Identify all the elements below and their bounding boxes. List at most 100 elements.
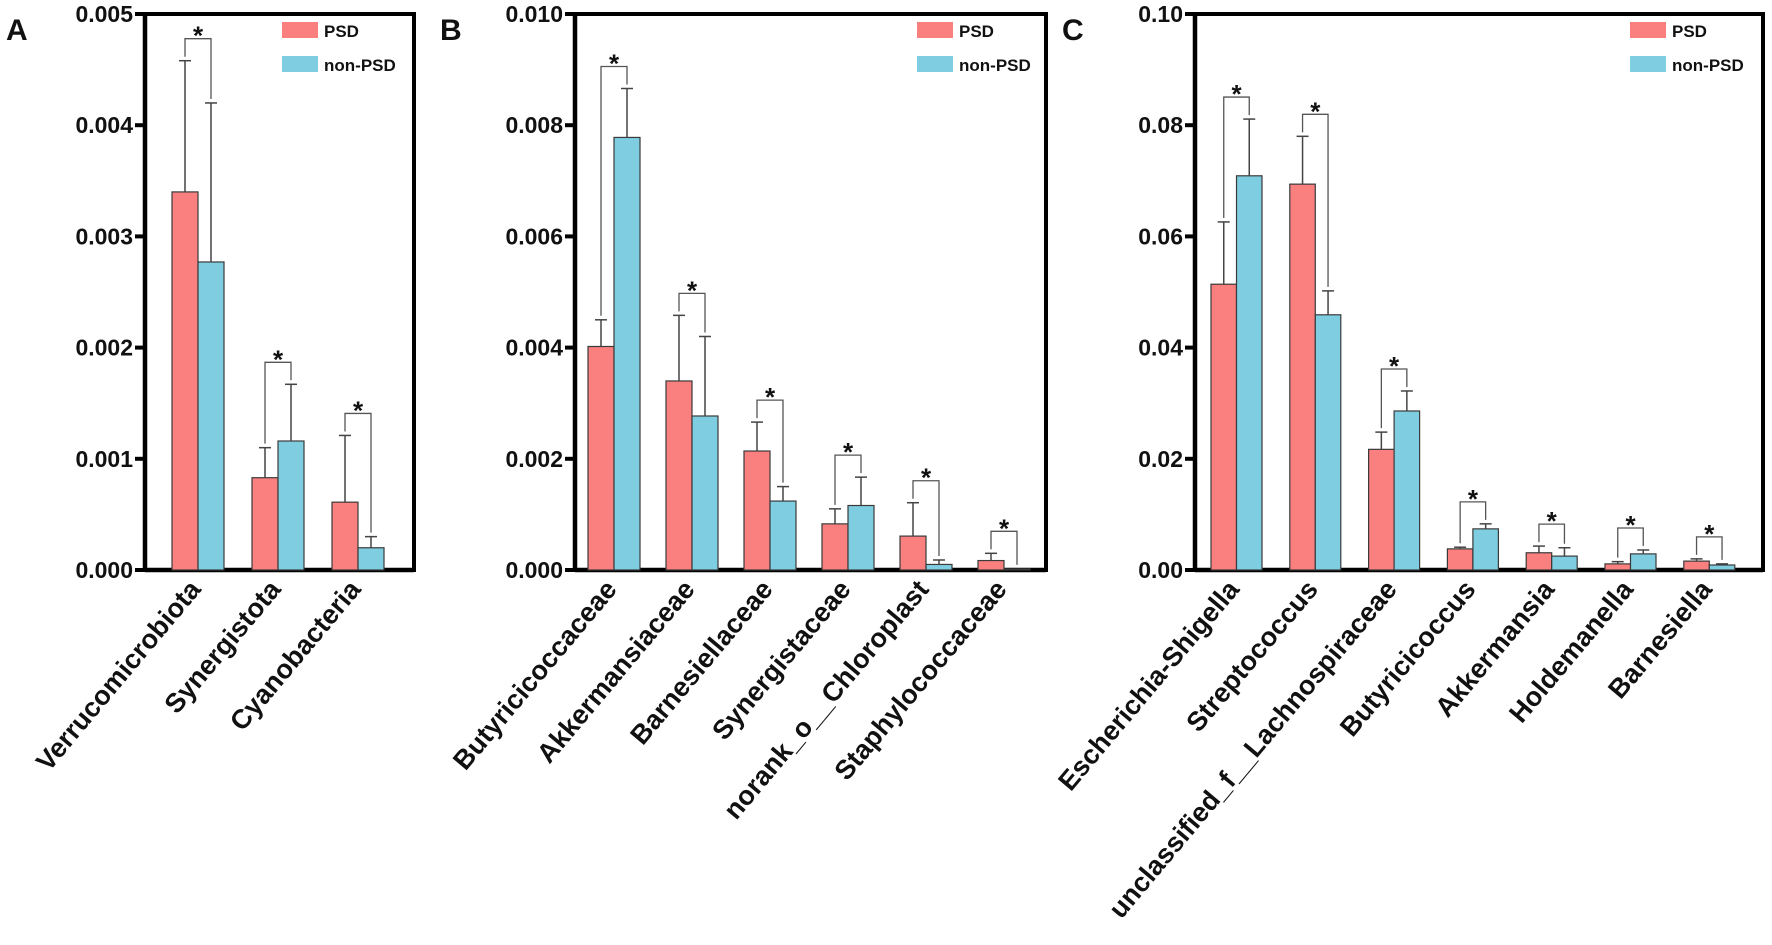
significance-star: *: [1468, 484, 1479, 514]
significance-bracket: [264, 361, 292, 444]
y-tick-label: 0.02: [1138, 446, 1183, 472]
legend-label: non-PSD: [324, 56, 396, 75]
y-tick-label: 0.008: [505, 112, 563, 138]
bar-psd: [1604, 563, 1632, 571]
bar-psd: [665, 380, 693, 571]
significance-bracket: [184, 38, 212, 99]
significance-bracket: [1538, 523, 1566, 544]
y-tick-label: 0.002: [75, 335, 133, 361]
bar-non-psd: [1235, 175, 1263, 571]
bar-psd: [171, 191, 199, 571]
y-tick-label: 0.001: [75, 446, 133, 472]
significance-star: *: [687, 275, 698, 305]
panel-letter: A: [6, 14, 28, 47]
bar-psd: [1525, 552, 1553, 571]
x-category-label: unclassified_f__Lachnospiraceae: [1103, 575, 1403, 924]
bar-psd: [1210, 283, 1238, 571]
legend-swatch-non-psd: [917, 56, 953, 72]
bar-non-psd: [277, 440, 305, 571]
y-tick-label: 0.06: [1138, 223, 1183, 249]
y-tick-label: 0.005: [75, 1, 133, 27]
significance-star: *: [1231, 79, 1242, 109]
legend-label: non-PSD: [1672, 56, 1744, 75]
significance-star: *: [1547, 506, 1558, 536]
legend-label: non-PSD: [959, 56, 1031, 75]
y-tick-label: 0.004: [75, 112, 133, 138]
y-tick-label: 0.004: [505, 335, 563, 361]
panel-b: B 0.000 0.002 0.004 0.006 0.008 0.010 PSD non-PS…: [440, 1, 1048, 825]
panel-letter: B: [440, 14, 462, 47]
panel-c: C0.000.020.040.060.080.10PSDnon-PSD*Esch…: [1052, 1, 1765, 924]
significance-star: *: [1389, 351, 1400, 381]
legend-swatch-non-psd: [282, 56, 318, 72]
legend-label: PSD: [324, 22, 359, 41]
significance-bracket: [1459, 501, 1487, 544]
bar-non-psd: [925, 563, 953, 571]
x-category-label: Barnesiellaceae: [624, 575, 778, 751]
legend-swatch-non-psd: [1630, 56, 1666, 72]
significance-star: *: [193, 21, 204, 51]
y-tick-label: 0.002: [505, 446, 563, 472]
bar-psd: [977, 559, 1005, 571]
y-tick-label: 0.003: [75, 223, 133, 249]
bar-non-psd: [197, 261, 225, 571]
y-tick-label: 0.000: [75, 557, 133, 583]
legend-swatch-psd: [282, 22, 318, 38]
legend-label: PSD: [959, 22, 994, 41]
significance-star: *: [353, 395, 364, 425]
significance-star: *: [273, 344, 284, 374]
x-category-label: Synergistaceae: [706, 575, 856, 746]
bar-psd: [1367, 448, 1395, 571]
bar-non-psd: [1708, 564, 1736, 571]
significance-star: *: [765, 382, 776, 412]
significance-bracket: [600, 65, 628, 316]
significance-bracket: [756, 399, 784, 483]
panel-a: A 0.000 0.001 0.002 0.003 0.004 0.005 PSD non-PS…: [6, 1, 416, 777]
legend-swatch-psd: [1630, 22, 1666, 38]
y-tick-label: 0.010: [505, 1, 563, 27]
significance-star: *: [1625, 510, 1636, 540]
significance-star: *: [609, 49, 620, 79]
bar-non-psd: [1314, 314, 1342, 571]
legend-label: PSD: [1672, 22, 1707, 41]
significance-bracket: [1223, 96, 1250, 218]
bar-non-psd: [769, 500, 797, 571]
y-tick-label: 0.10: [1138, 1, 1183, 27]
bar-psd: [251, 477, 279, 571]
bar-psd: [743, 450, 771, 571]
bar-non-psd: [1629, 553, 1657, 571]
y-tick-label: 0.000: [505, 557, 563, 583]
y-tick-label: 0.04: [1138, 335, 1183, 361]
significance-bracket: [1617, 527, 1644, 558]
significance-star: *: [999, 513, 1010, 543]
significance-bracket: [1695, 536, 1723, 560]
bar-non-psd: [613, 136, 641, 571]
bar-psd: [587, 345, 615, 571]
significance-bracket: [1380, 368, 1408, 429]
y-tick-label: 0.00: [1138, 557, 1183, 583]
bar-psd: [1683, 560, 1710, 571]
x-category-label: Butyricicoccus: [1334, 575, 1481, 743]
significance-star: *: [921, 463, 932, 493]
bar-psd: [1289, 183, 1316, 571]
legend-swatch-psd: [917, 22, 953, 38]
significance-star: *: [843, 437, 854, 467]
bar-psd: [1446, 548, 1474, 571]
bar-non-psd: [1472, 528, 1500, 571]
bar-non-psd: [1551, 555, 1578, 571]
significance-bracket: [834, 454, 862, 505]
significance-star: *: [1310, 96, 1321, 126]
bar-non-psd: [691, 415, 719, 571]
significance-bracket: [912, 480, 940, 556]
significance-star: *: [1704, 519, 1715, 549]
bar-non-psd: [357, 547, 385, 571]
significance-bracket: [678, 292, 706, 333]
bar-non-psd: [1393, 410, 1421, 571]
panel-letter: C: [1062, 14, 1084, 47]
bar-non-psd: [1003, 568, 1031, 571]
y-tick-label: 0.08: [1138, 112, 1183, 138]
significance-bracket: [344, 412, 372, 533]
bar-psd: [331, 501, 359, 571]
y-tick-label: 0.006: [505, 223, 563, 249]
